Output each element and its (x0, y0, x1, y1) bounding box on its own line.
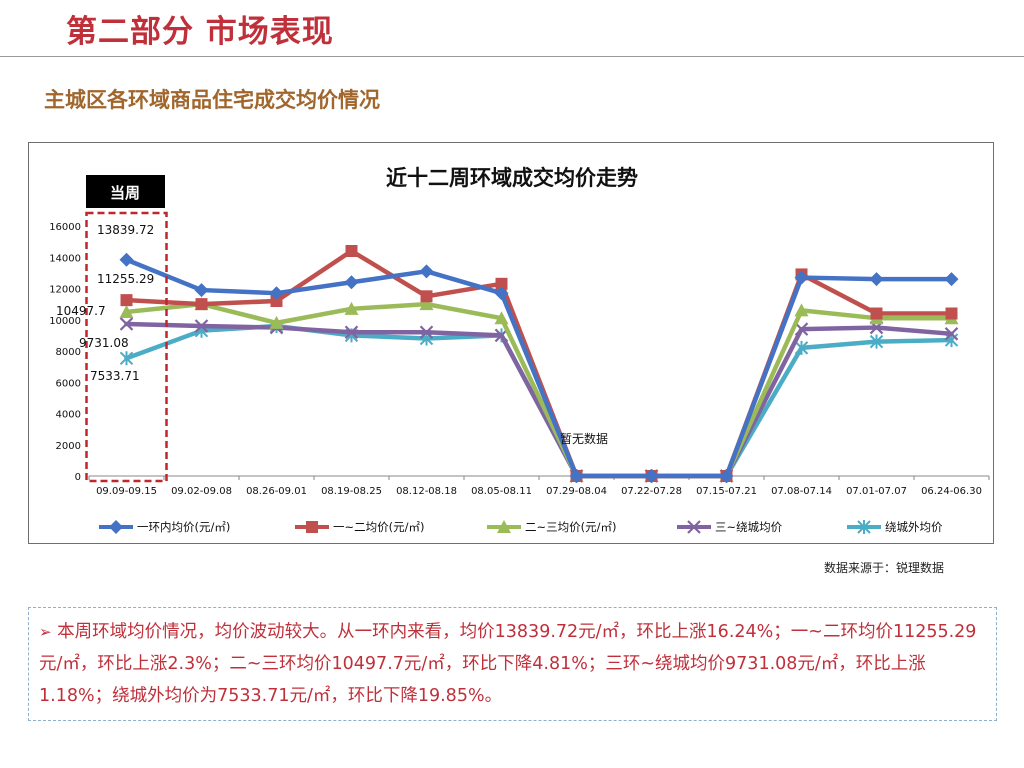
series-5-point (794, 340, 809, 355)
no-data-annotation: 暂无数据 (560, 431, 608, 446)
page-subtitle: 主城区各环域商品住宅成交均价情况 (44, 88, 380, 112)
x-tick-label: 07.15-07.21 (696, 486, 757, 497)
series-3-point (794, 303, 809, 317)
section-title: 第二部分 市场表现 (66, 14, 334, 50)
series-4-point (419, 325, 434, 340)
series-1-point (419, 264, 434, 279)
legend-swatch-marker (687, 520, 701, 534)
series-3-point (419, 297, 434, 311)
y-tick-label: 4000 (56, 410, 81, 421)
y-tick-label: 2000 (56, 441, 81, 452)
series-4-point (119, 317, 134, 331)
chart-title: 近十二周环域成交均价走势 (386, 166, 638, 190)
y-tick-label: 12000 (49, 285, 81, 296)
series-3-point (269, 315, 284, 329)
current-week-data-label: 13839.72 (97, 223, 154, 237)
series-4-point (194, 319, 209, 333)
legend-label: 绕城外均价 (885, 520, 943, 534)
series-2-point (120, 294, 133, 307)
series-4-point (794, 322, 809, 336)
series-5-point (869, 334, 884, 349)
legend-label: 一环内均价(元/㎡) (137, 520, 230, 534)
current-week-data-label: 7533.71 (90, 369, 140, 383)
price-trend-chart: 近十二周环域成交均价走势 0 2000 4000 6000 8000 10000 12000 1… (49, 166, 990, 534)
series-1-point (869, 272, 884, 287)
x-tick-label: 07.08-07.14 (771, 486, 832, 497)
series-2-point (270, 295, 283, 307)
series-1-point (944, 272, 959, 287)
series-4-point (344, 325, 359, 340)
series-2-point (195, 298, 208, 311)
x-tick-label: 07.29-08.04 (546, 486, 607, 497)
x-tick-label: 06.24-06.30 (921, 486, 982, 497)
current-week-badge (86, 175, 165, 208)
x-tick-label: 08.05-08.11 (471, 486, 532, 497)
x-tick-label: 08.26-09.01 (246, 486, 307, 497)
series-1-point (644, 469, 659, 483)
series-1-point (344, 275, 359, 290)
series-1-point (569, 469, 584, 483)
series-1-point (119, 252, 134, 267)
current-week-highlight (85, 211, 168, 483)
series-2-point (870, 307, 883, 320)
chart-panel: 近十二周环域成交均价走势 0 2000 4000 6000 8000 10000 12000 1… (28, 142, 994, 544)
series-2-point (495, 277, 508, 290)
summary-paragraph: ➢ 本周环域均价情况，均价波动较大。从一环内来看，均价13839.72元/㎡，环… (39, 616, 989, 712)
summary-box: ➢ 本周环域均价情况，均价波动较大。从一环内来看，均价13839.72元/㎡，环… (28, 607, 997, 721)
series-line-1 (124, 257, 954, 479)
y-tick-label: 14000 (49, 253, 81, 264)
series-4-point (944, 327, 959, 341)
series-5-point (119, 351, 134, 366)
y-tick-label: 8000 (56, 347, 81, 358)
x-tick-label: 07.01-07.07 (846, 486, 907, 497)
series-2-point (345, 245, 358, 257)
series-2-point (945, 307, 958, 320)
title-divider (0, 56, 1024, 57)
series-1-point (794, 270, 809, 285)
data-source-note: 数据来源于：锐理数据 (824, 561, 945, 575)
series-1-point (269, 286, 284, 301)
series-line-2 (124, 248, 954, 479)
x-tick-label: 08.19-08.25 (321, 486, 382, 497)
x-tick-label: 09.02-09.08 (171, 486, 232, 497)
legend-label: 三~绕城均价 (715, 520, 783, 534)
summary-text: 本周环域均价情况，均价波动较大。从一环内来看，均价13839.72元/㎡，环比上… (39, 622, 977, 706)
x-tick-label: 09.09-09.15 (96, 486, 157, 497)
current-week-label: 当周 (110, 184, 140, 202)
series-1-point (719, 469, 734, 483)
legend-swatch-marker (306, 521, 318, 533)
y-tick-label: 0 (75, 472, 81, 483)
series-line-4 (124, 321, 954, 479)
series-2-point (420, 290, 433, 303)
series-1-point (494, 286, 509, 301)
legend-label: 一~二均价(元/㎡) (333, 520, 424, 534)
bullet-arrow-icon: ➢ (39, 623, 52, 641)
series-3-point (494, 311, 509, 325)
current-week-data-label: 9731.08 (79, 336, 129, 350)
legend-swatch-marker (857, 520, 871, 534)
legend-swatch-marker (497, 520, 511, 533)
legend-swatch-marker (109, 520, 123, 534)
legend-label: 二~三均价(元/㎡) (525, 520, 616, 534)
x-tick-label: 08.12-08.18 (396, 486, 457, 497)
series-1-point (194, 283, 209, 298)
y-tick-label: 16000 (49, 222, 81, 233)
y-tick-label: 10000 (49, 316, 81, 327)
series-3-point (344, 301, 359, 315)
x-tick-label: 07.22-07.28 (621, 486, 682, 497)
series-line-3 (124, 301, 954, 479)
current-week-data-label: 10497.7 (56, 304, 106, 318)
y-tick-label: 6000 (56, 378, 81, 389)
current-week-data-label: 11255.29 (97, 272, 154, 286)
series-3-point (119, 304, 134, 318)
